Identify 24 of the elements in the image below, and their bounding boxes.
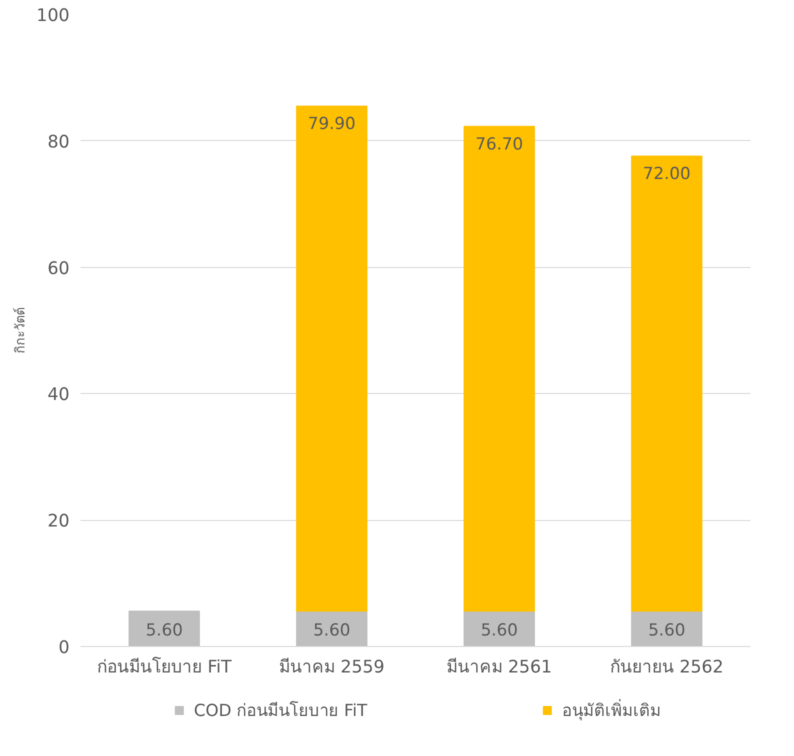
y-tick-label: 100 — [36, 6, 70, 26]
bar — [631, 156, 702, 612]
data-label: 5.60 — [146, 620, 183, 640]
x-tick-label: มีนาคม 2559 — [278, 658, 385, 678]
y-tick-label: 40 — [47, 385, 70, 406]
legend-label: COD ก่อนมีนโยบาย FiT — [194, 700, 368, 722]
y-tick-label: 0 — [58, 638, 70, 658]
y-tick-label: 80 — [47, 132, 70, 152]
data-label: 72.00 — [642, 164, 691, 184]
bar — [296, 106, 368, 612]
data-label: 76.70 — [475, 134, 524, 154]
y-tick-label: 20 — [47, 512, 70, 532]
y-tick-label: 60 — [47, 258, 70, 279]
x-tick-label: กันยายน 2562 — [610, 658, 724, 678]
y-axis-title: กิกะวัตต์ — [12, 308, 28, 354]
x-tick-label: มีนาคม 2561 — [446, 658, 552, 678]
bar — [464, 126, 535, 612]
data-label: 5.60 — [313, 620, 350, 640]
legend-label: อนุมัติเพิ่มเติม — [562, 698, 662, 722]
x-tick-label: ก่อนมีนโยบาย FiT — [96, 656, 232, 678]
data-label: 5.60 — [480, 620, 518, 640]
bar — [128, 610, 200, 646]
data-label: 5.60 — [648, 620, 686, 640]
data-label: 79.90 — [308, 114, 356, 134]
